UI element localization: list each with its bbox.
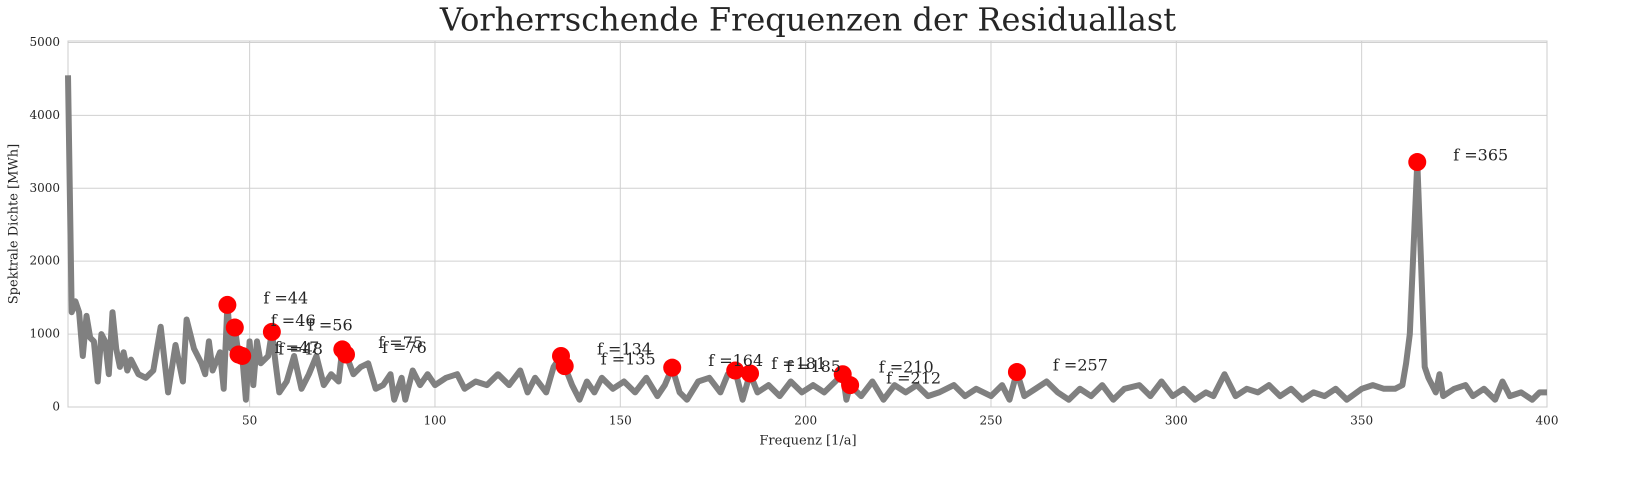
y-tick-label: 3000 [29,181,60,195]
peak-annotation: f =44 [263,288,308,307]
x-tick-label: 100 [424,414,447,428]
y-tick-label: 4000 [29,108,60,122]
peak-marker [218,295,237,314]
peak-marker [841,376,860,395]
peak-annotation: f =56 [308,315,353,334]
peak-marker [225,318,244,337]
peak-annotation: f =76 [382,338,427,357]
peak-annotation: f =212 [886,369,941,388]
peak-annotation: f =46 [271,311,316,330]
x-tick-label: 250 [980,414,1003,428]
peak-marker [1007,363,1026,382]
x-tick-label: 350 [1350,414,1373,428]
peak-annotation: f =48 [278,339,323,358]
peak-marker [555,357,574,376]
peak-annotation: f =185 [786,357,841,376]
peak-marker [741,364,760,383]
peak-annotation: f =135 [601,350,656,369]
peak-annotation: f =181 [771,354,826,373]
peak-marker [1408,153,1427,172]
peak-annotation: f =365 [1453,146,1508,165]
peak-annotation: f =134 [597,339,652,358]
x-axis-label: Frequenz [1/a] [759,434,856,449]
peak-annotation: f =47 [275,338,320,357]
spectrum-line [65,75,1547,403]
peak-annotation: f =75 [378,333,423,352]
peak-marker [233,346,252,365]
x-tick-label: 400 [1536,414,1559,428]
y-tick-label: 2000 [29,254,60,268]
peak-marker [726,361,745,380]
peak-annotation: f =210 [879,358,934,377]
x-tick-label: 300 [1165,414,1188,428]
y-axis-label: Spektrale Dichte [MWh] [7,144,22,304]
peak-annotation: f =164 [708,351,763,370]
x-tick-label: 150 [609,414,632,428]
peak-marker [337,345,356,364]
peak-marker [663,358,682,377]
chart-title: Vorherrschende Frequenzen der Residualla… [439,1,1176,39]
y-tick-label: 5000 [29,35,60,49]
y-tick-label: 1000 [29,327,60,341]
x-tick-label: 50 [242,414,257,428]
peak-annotation: f =257 [1053,356,1108,375]
peak-marker [262,322,281,341]
y-tick-label: 0 [52,400,60,414]
x-tick-label: 200 [794,414,817,428]
